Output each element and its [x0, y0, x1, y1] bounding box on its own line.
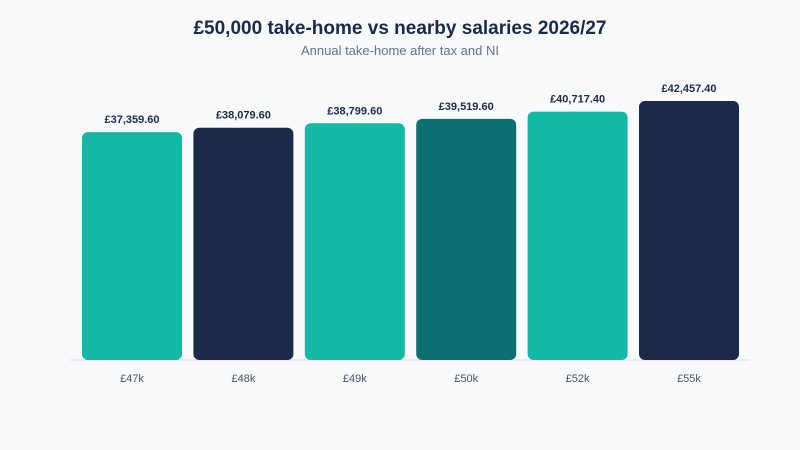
bar-value-label: £38,079.60 — [216, 110, 271, 122]
bar-5 — [527, 111, 628, 360]
bar-value-label: £38,799.60 — [327, 105, 382, 117]
bar-4 — [416, 118, 517, 361]
bar-value-label: £42,457.40 — [661, 83, 716, 95]
value-labels-group: £37,359.60 £38,079.60 £38,799.60 £39,519.60… — [104, 83, 716, 126]
bar-value-label: £39,519.60 — [439, 101, 494, 113]
chart-title: £50,000 take-home vs nearby salaries 202… — [193, 18, 607, 39]
x-tick-labels-group: £47k £48k £49k £50k £52k £55k — [120, 373, 701, 385]
bar-2 — [193, 127, 294, 360]
bar-value-label: £37,359.60 — [104, 114, 159, 126]
bar-value-label: £40,717.40 — [550, 94, 605, 106]
x-tick-label: £49k — [343, 373, 367, 385]
bars-group — [82, 101, 739, 361]
x-tick-label: £55k — [677, 373, 701, 385]
x-tick-label: £50k — [454, 373, 478, 385]
chart-subtitle: Annual take-home after tax and NI — [300, 43, 499, 58]
bar-1 — [82, 132, 182, 360]
bar-3 — [304, 123, 405, 360]
x-tick-label: £47k — [120, 373, 144, 385]
x-tick-label: £52k — [566, 373, 590, 385]
x-tick-label: £48k — [231, 373, 255, 385]
bar-6 — [639, 101, 739, 360]
